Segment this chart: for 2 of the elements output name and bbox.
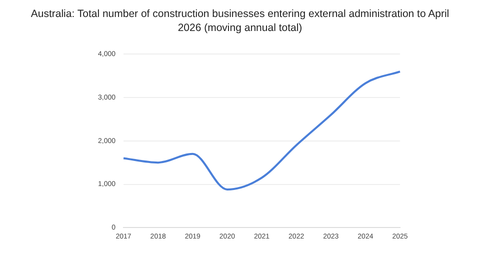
chart-title: Australia: Total number of construction businesses entering external administration to April 2026 (moving annual total) (30, 7, 450, 35)
line-series (122, 70, 401, 190)
